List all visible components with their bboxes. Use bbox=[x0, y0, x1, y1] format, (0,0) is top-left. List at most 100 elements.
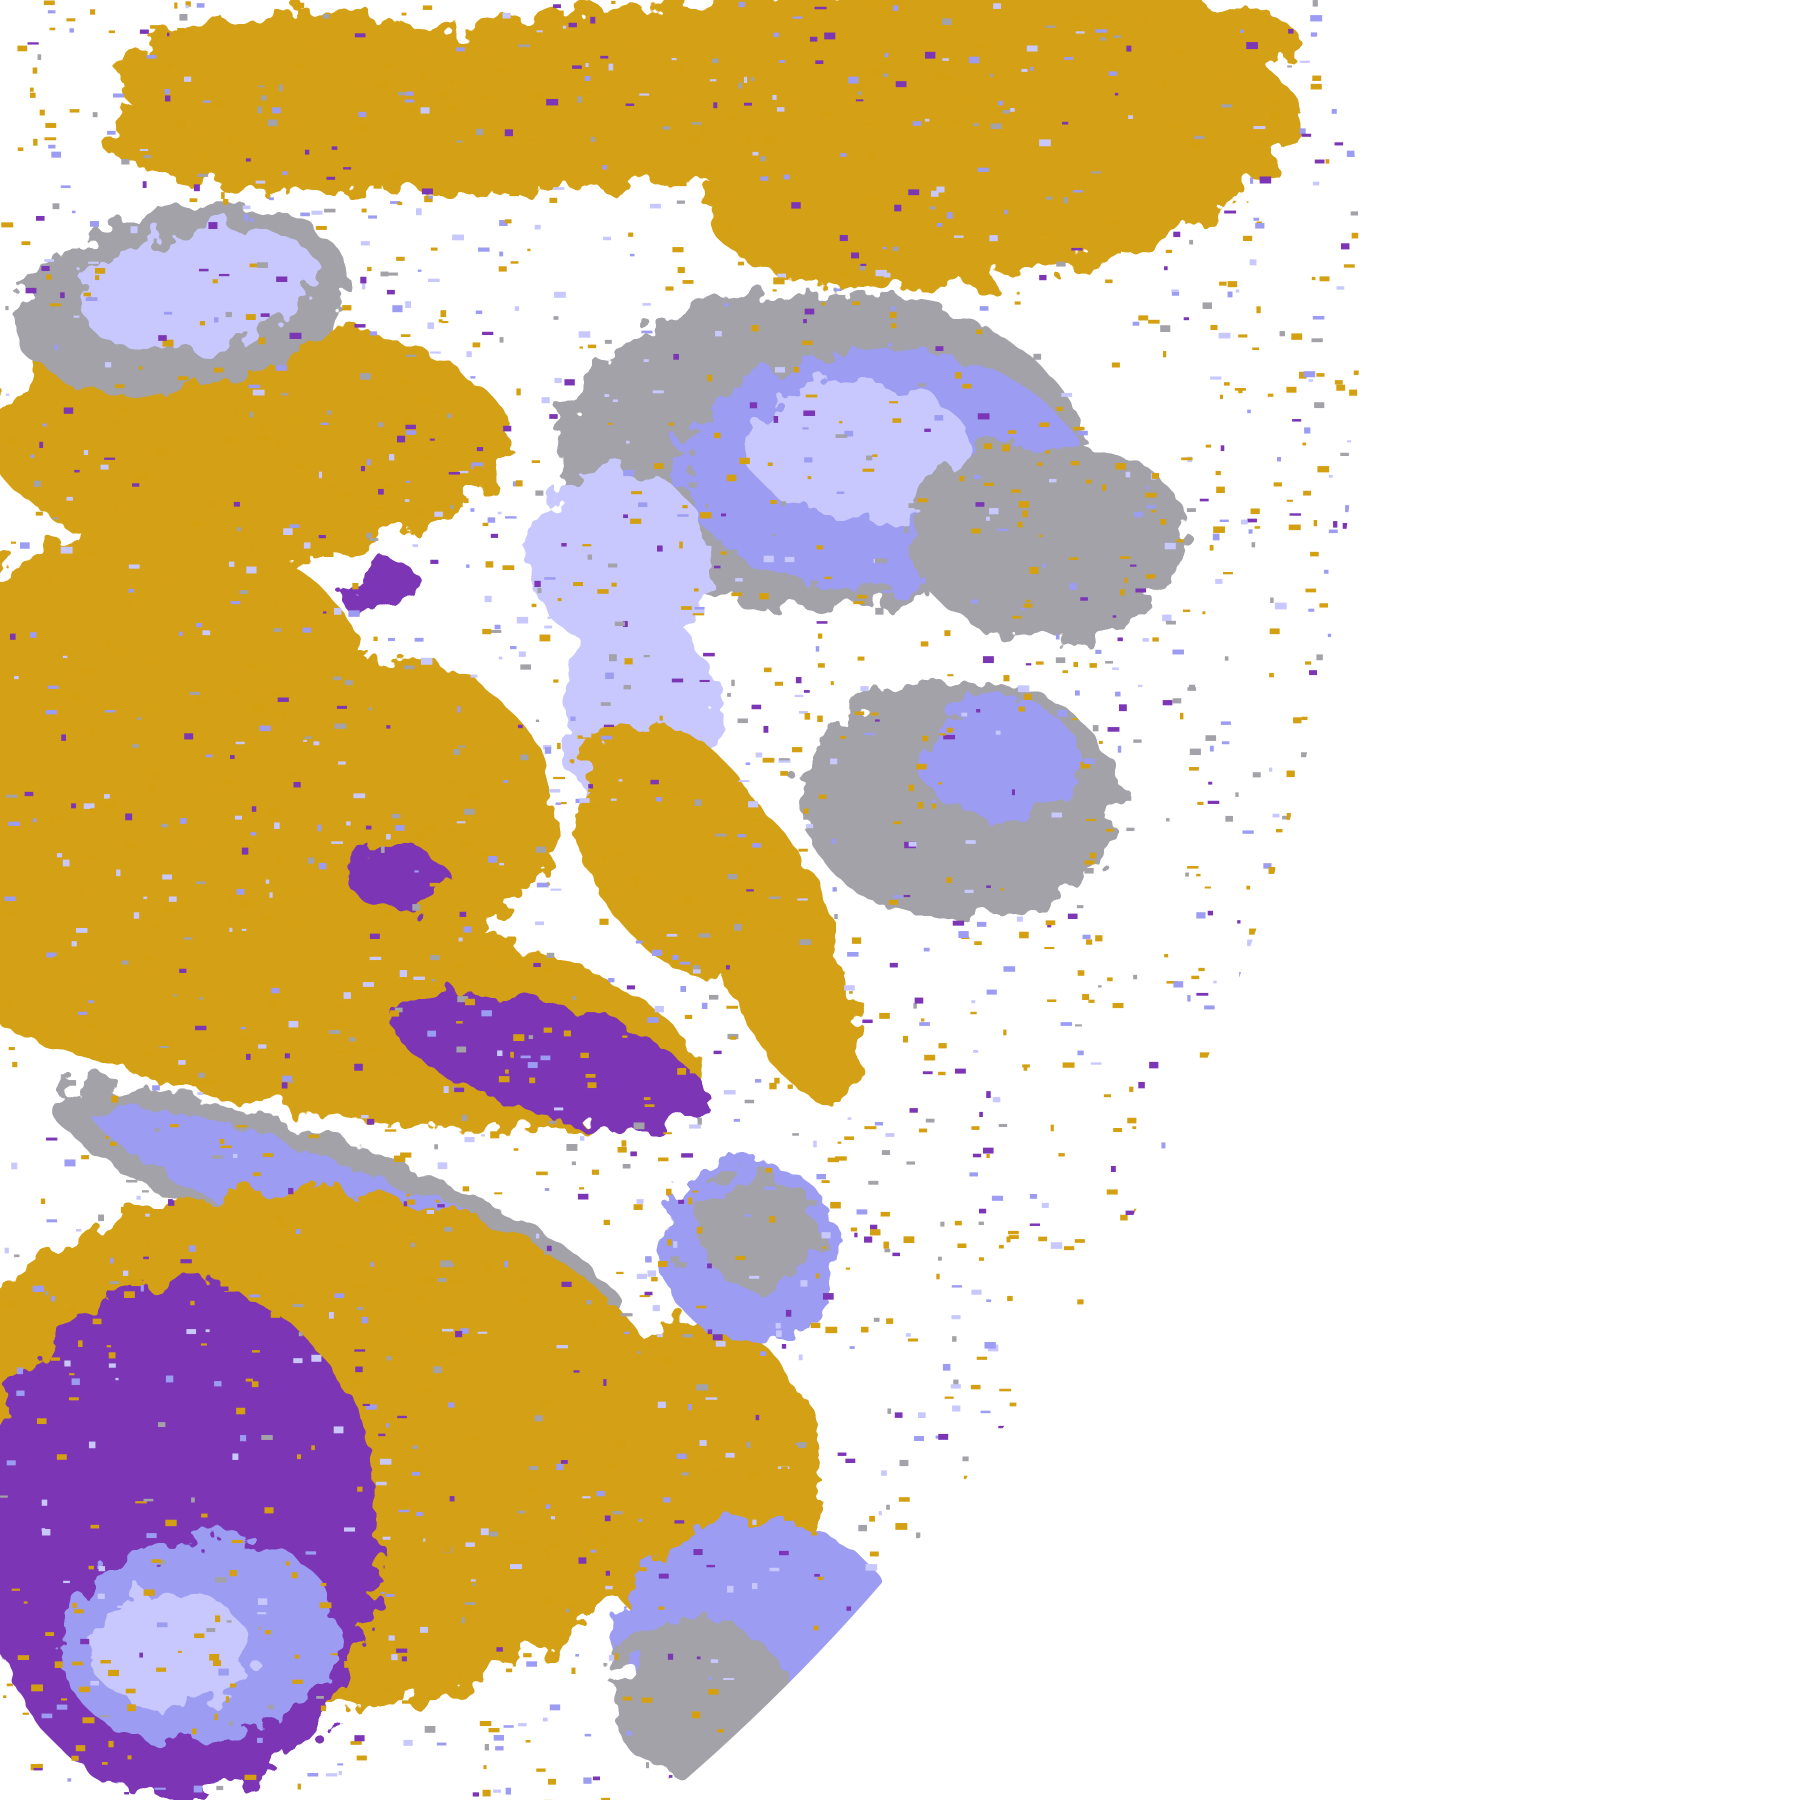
cloud-pixel bbox=[1399, 82, 1407, 86]
cloud-pixel bbox=[647, 1017, 659, 1023]
cloud-pixel bbox=[817, 1576, 824, 1581]
cloud-pixel bbox=[971, 1000, 976, 1004]
cloud-pixel bbox=[89, 253, 99, 259]
cloud-pixel bbox=[403, 1739, 413, 1746]
cloud-pixel bbox=[553, 4, 561, 9]
cloud-pixel bbox=[267, 692, 279, 696]
cloud-pixel bbox=[1149, 1061, 1159, 1069]
cloud-pixel bbox=[465, 1542, 475, 1547]
cloud-pixel bbox=[431, 985, 441, 990]
cloud-pixel bbox=[1232, 1385, 1240, 1391]
cloud-pixel bbox=[6, 1683, 13, 1687]
cloud-pixel bbox=[1152, 637, 1159, 642]
cloud-pixel bbox=[309, 1438, 317, 1444]
cloud-pixel bbox=[401, 1700, 414, 1704]
cloud-pixel bbox=[329, 1029, 341, 1034]
cloud-pixel bbox=[412, 544, 419, 548]
cloud-pixel bbox=[482, 1789, 491, 1797]
cloud-pixel bbox=[192, 1728, 197, 1735]
cloud-pixel bbox=[1069, 582, 1077, 590]
cloud-pixel bbox=[1021, 68, 1028, 73]
cloud-pixel bbox=[1287, 831, 1296, 835]
cloud-pixel bbox=[553, 1107, 564, 1111]
cloud-pixel bbox=[936, 1273, 940, 1280]
cloud-pixel bbox=[938, 1043, 947, 1049]
cloud-pixel bbox=[773, 32, 779, 38]
cloud-pixel bbox=[803, 690, 810, 693]
cloud-pixel bbox=[931, 803, 936, 809]
cloud-pixel bbox=[1063, 197, 1068, 204]
cloud-pixel bbox=[258, 424, 266, 430]
cloud-pixel bbox=[1391, 1074, 1402, 1080]
cloud-pixel bbox=[316, 1695, 324, 1699]
cloud-pixel bbox=[694, 799, 702, 806]
cloud-pixel bbox=[708, 1689, 719, 1695]
cloud-pixel bbox=[449, 77, 456, 85]
cloud-pixel bbox=[413, 976, 425, 980]
cloud-pixel bbox=[892, 246, 899, 252]
cloud-pixel bbox=[437, 1277, 447, 1283]
cloud-pixel bbox=[713, 1469, 722, 1474]
cloud-pixel bbox=[379, 397, 386, 403]
cloud-pixel bbox=[1354, 20, 1359, 25]
cloud-pixel bbox=[41, 1528, 51, 1536]
cloud-pixel bbox=[332, 944, 337, 949]
cloud-pixel bbox=[1173, 981, 1184, 988]
cloud-pixel bbox=[1155, 1326, 1165, 1330]
cloud-pixel bbox=[1045, 920, 1056, 926]
cloud-pixel bbox=[943, 247, 950, 251]
cloud-pixel bbox=[108, 1740, 114, 1748]
cloud-pixel bbox=[663, 1132, 672, 1135]
cloud-pixel bbox=[746, 889, 754, 892]
cloud-pixel bbox=[1286, 499, 1293, 502]
cloud-pixel bbox=[514, 306, 520, 312]
cloud-pixel bbox=[1375, 1711, 1383, 1716]
cloud-pixel bbox=[973, 1049, 979, 1053]
cloud-pixel bbox=[881, 590, 893, 593]
cloud-pixel bbox=[798, 1354, 803, 1361]
cloud-pixel bbox=[630, 518, 642, 524]
cloud-pixel bbox=[334, 723, 347, 729]
cloud-pixel bbox=[477, 247, 490, 252]
cloud-pixel bbox=[1280, 1460, 1285, 1465]
cloud-pixel bbox=[1069, 1510, 1080, 1516]
cloud-pixel bbox=[535, 846, 547, 853]
cloud-pixel bbox=[240, 1435, 247, 1442]
cloud-pixel bbox=[249, 263, 259, 268]
cloud-pixel bbox=[1367, 1130, 1379, 1133]
cloud-pixel bbox=[1017, 521, 1023, 528]
cloud-pixel bbox=[52, 203, 60, 210]
cloud-pixel bbox=[997, 129, 1007, 135]
cloud-pixel bbox=[1343, 854, 1356, 862]
cloud-pixel bbox=[1039, 139, 1051, 147]
cloud-pixel bbox=[549, 1704, 561, 1711]
cloud-pixel bbox=[1207, 910, 1214, 916]
cloud-pixel bbox=[962, 1456, 969, 1462]
cloud-pixel bbox=[534, 1415, 543, 1422]
cloud-pixel bbox=[558, 1631, 563, 1638]
cloud-pixel bbox=[71, 1755, 79, 1761]
cloud-pixel bbox=[851, 937, 862, 944]
cloud-region-gold bbox=[701, 798, 859, 1102]
cloud-pixel bbox=[1374, 1753, 1383, 1760]
cloud-pixel bbox=[1371, 594, 1378, 596]
cloud-pixel bbox=[914, 1671, 923, 1678]
cloud-pixel bbox=[407, 1232, 420, 1237]
cloud-pixel bbox=[677, 1067, 687, 1075]
cloud-pixel bbox=[311, 210, 323, 215]
cloud-pixel bbox=[1274, 602, 1287, 610]
cloud-pixel bbox=[185, 5, 189, 9]
cloud-pixel bbox=[643, 786, 648, 791]
cloud-pixel bbox=[397, 92, 407, 96]
cloud-pixel bbox=[214, 1713, 218, 1721]
cloud-pixel bbox=[356, 1755, 367, 1761]
cloud-pixel bbox=[844, 430, 854, 437]
cloud-pixel bbox=[288, 1020, 299, 1028]
cloud-pixel bbox=[268, 197, 274, 201]
cloud-pixel bbox=[1269, 767, 1273, 772]
cloud-pixel bbox=[454, 1087, 465, 1093]
cloud-pixel bbox=[502, 565, 515, 571]
cloud-pixel bbox=[64, 1159, 76, 1167]
cloud-pixel bbox=[1286, 386, 1297, 393]
cloud-pixel bbox=[1243, 1172, 1250, 1177]
